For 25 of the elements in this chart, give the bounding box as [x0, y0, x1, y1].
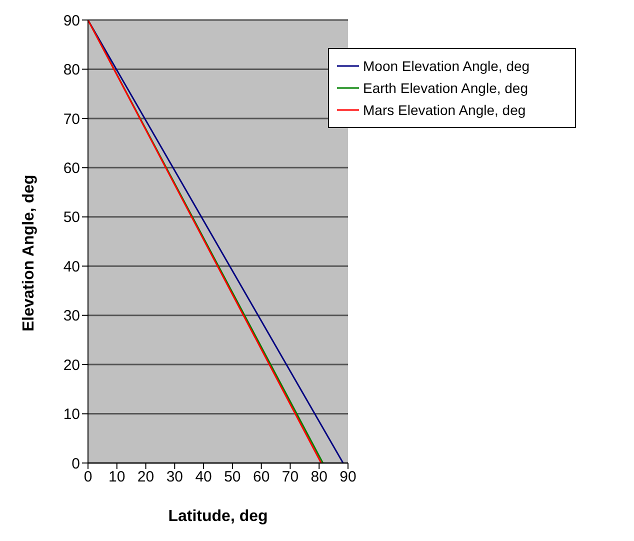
y-tick-label: 80 — [63, 62, 80, 79]
y-tick-label: 40 — [63, 258, 80, 276]
y-tick-label: 90 — [63, 12, 80, 30]
x-tick-label: 50 — [224, 468, 241, 486]
y-tick-label: 10 — [63, 406, 80, 424]
x-axis-title: Latitude, deg — [168, 508, 268, 525]
y-axis-title: Elevation Angle, deg — [20, 174, 38, 332]
y-tick-label: 20 — [63, 356, 80, 374]
x-tick-label: 30 — [166, 468, 184, 486]
x-tick-label: 0 — [84, 468, 92, 486]
x-tick-label: 10 — [108, 468, 126, 486]
y-tick-label: 30 — [63, 308, 80, 325]
y-tick-label: 60 — [63, 160, 80, 177]
y-tick-label: 70 — [63, 110, 80, 128]
x-tick-label: 20 — [137, 468, 154, 486]
legend-label: Mars Elevation Angle, deg — [362, 101, 527, 120]
x-tick-label: 60 — [252, 468, 270, 486]
legend-label: Moon Elevation Angle, deg — [362, 57, 531, 76]
x-tick-label: 80 — [310, 468, 328, 486]
y-tick-label: 0 — [72, 455, 80, 472]
x-tick-label: 70 — [282, 468, 299, 486]
y-tick-label: 50 — [63, 209, 80, 226]
x-tick-label: 40 — [195, 468, 212, 486]
legend-label: Earth Elevation Angle, deg — [362, 79, 530, 98]
x-tick-label: 90 — [340, 468, 356, 486]
